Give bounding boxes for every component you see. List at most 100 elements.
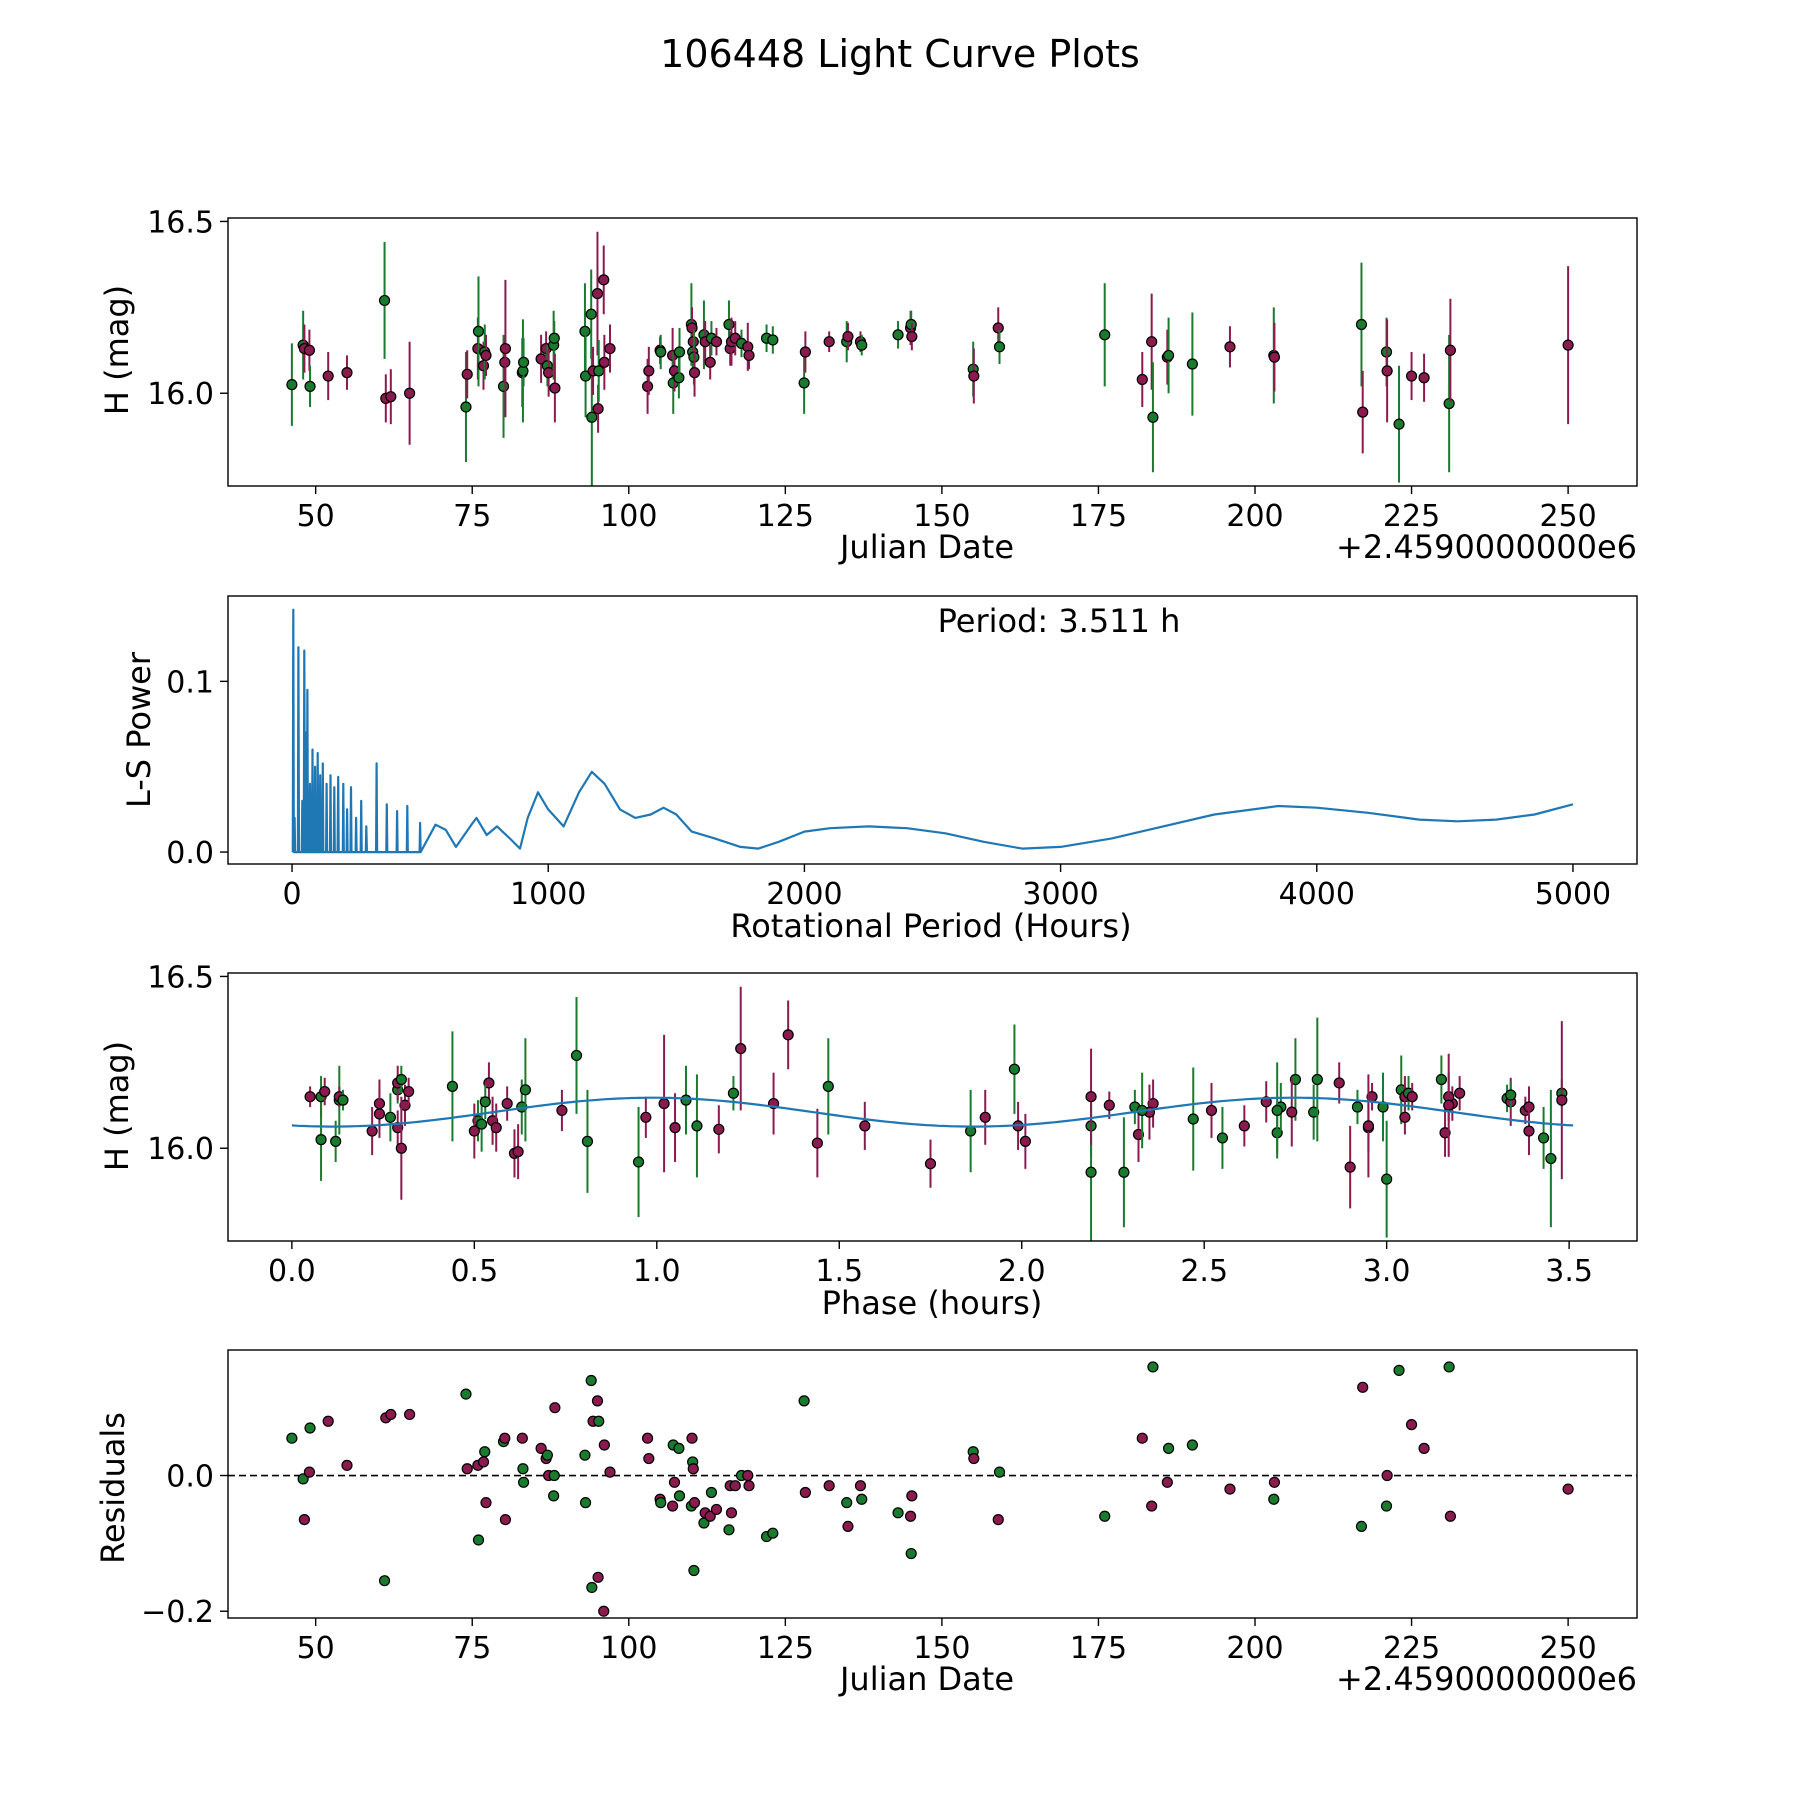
panel-phased: H (mag) Phase (hours) 0.0 0.5 1.0 1.5 2.0 2.5… <box>98 960 1638 1322</box>
x-tick-label: 75 <box>453 499 491 534</box>
residual-point <box>579 1449 591 1461</box>
x-tick-label: 0.0 <box>268 1254 316 1289</box>
data-point <box>366 1125 378 1137</box>
x-tick-label: 50 <box>297 499 335 534</box>
data-point <box>673 346 686 358</box>
x-tick-label: 125 <box>757 1631 814 1666</box>
data-point <box>767 334 779 346</box>
x-tick-label: 2.0 <box>998 1254 1046 1289</box>
data-point <box>549 382 561 394</box>
data-point <box>1562 339 1574 351</box>
residual-point <box>688 1564 700 1577</box>
data-point <box>1393 418 1405 430</box>
data-point <box>480 349 492 362</box>
data-point <box>906 330 918 343</box>
model-curve <box>291 1096 1574 1128</box>
residual-point <box>1099 1510 1111 1522</box>
residual-point <box>378 1575 391 1587</box>
panel-light-curve: H (mag) Julian Date +2.4590000000e6 50 75… <box>98 205 1638 566</box>
data-point <box>548 332 560 344</box>
data-point <box>1099 329 1111 341</box>
data-point <box>556 1104 568 1117</box>
y-tick-label: 16.5 <box>147 205 214 240</box>
data-point <box>1308 1106 1320 1118</box>
periodogram-xlabel: Rotational Period (Hours) <box>730 907 1131 945</box>
data-point <box>586 411 598 423</box>
data-point <box>592 403 604 415</box>
x-tick-label: 150 <box>913 1631 970 1666</box>
data-point <box>497 380 510 392</box>
x-tick-label: 1.0 <box>633 1254 681 1289</box>
data-point <box>658 1097 670 1110</box>
phased-xlabel: Phase (hours) <box>822 1284 1043 1322</box>
data-point <box>1238 1120 1250 1132</box>
x-tick-label: 50 <box>297 1631 335 1666</box>
data-point <box>1147 411 1159 423</box>
data-point <box>1224 341 1236 353</box>
data-point <box>640 1111 652 1123</box>
y-tick-label: 0.0 <box>166 836 214 871</box>
residual-point <box>472 1534 485 1546</box>
data-point <box>1435 1073 1447 1086</box>
data-point <box>330 1135 342 1147</box>
residual-point <box>799 1486 811 1499</box>
residual-point <box>1161 1476 1173 1488</box>
data-point <box>501 1097 513 1110</box>
residual-point <box>385 1408 397 1421</box>
residual-point <box>586 1581 598 1594</box>
data-point <box>395 1073 407 1086</box>
residual-point <box>686 1432 698 1444</box>
light-curve-ylabel: H (mag) <box>98 285 136 415</box>
residual-point <box>1146 1500 1158 1512</box>
data-point <box>704 356 716 368</box>
x-tick-label: 125 <box>757 499 814 534</box>
data-point <box>727 1087 740 1099</box>
data-point <box>924 1158 937 1170</box>
x-tick-label: 1000 <box>510 877 586 912</box>
data-point <box>1271 1104 1283 1117</box>
data-point <box>1357 406 1369 418</box>
residual-point <box>1355 1520 1368 1533</box>
period-annotation: Period: 3.511 h <box>938 602 1181 640</box>
residual-point <box>516 1432 528 1444</box>
residual-point <box>742 1469 754 1482</box>
data-point <box>1146 336 1158 348</box>
residual-point <box>598 1605 610 1617</box>
data-point <box>859 1120 871 1132</box>
residual-point <box>598 1439 610 1451</box>
residual-point <box>1147 1361 1159 1373</box>
data-point <box>1537 1132 1550 1144</box>
residual-point <box>841 1497 853 1509</box>
residual-point <box>304 1422 316 1434</box>
data-point <box>1268 351 1281 363</box>
panel-periodogram: L-S Power Rotational Period (Hours) Peri… <box>120 595 1638 945</box>
data-point <box>1454 1087 1466 1099</box>
data-point <box>842 330 854 343</box>
x-tick-label: 175 <box>1070 499 1127 534</box>
data-point <box>490 1122 502 1134</box>
residual-point <box>767 1527 779 1539</box>
residual-point <box>479 1446 491 1458</box>
residual-point <box>892 1507 904 1519</box>
residual-point <box>548 1490 560 1502</box>
data-point <box>1418 372 1430 384</box>
data-point <box>385 391 397 403</box>
residual-point <box>1393 1364 1405 1376</box>
residual-point <box>667 1500 679 1512</box>
residual-point <box>541 1449 553 1461</box>
residual-point <box>710 1503 723 1516</box>
residual-point <box>1136 1432 1148 1444</box>
data-point <box>581 1135 594 1147</box>
residual-point <box>593 1415 605 1427</box>
residual-point <box>1562 1483 1574 1495</box>
phased-ylabel: H (mag) <box>98 1041 136 1171</box>
x-tick-label: 75 <box>453 1631 491 1666</box>
data-point <box>1399 1111 1411 1123</box>
residual-point <box>641 1432 654 1444</box>
residual-point <box>1444 1510 1456 1522</box>
y-tick-label: 0.0 <box>166 1460 214 1495</box>
data-point <box>979 1111 991 1123</box>
residual-point <box>604 1466 616 1478</box>
residual-point <box>549 1402 561 1414</box>
data-point <box>993 341 1006 353</box>
